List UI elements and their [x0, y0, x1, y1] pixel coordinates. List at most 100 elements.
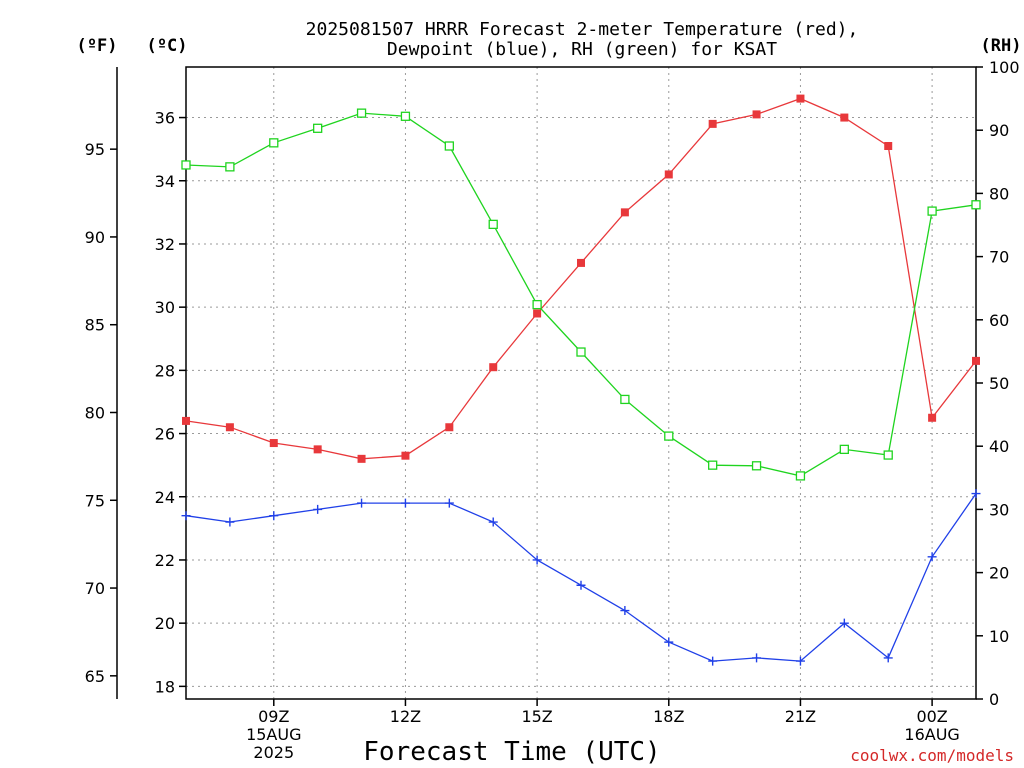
temperature-point [972, 356, 980, 365]
temperature-point [928, 413, 937, 422]
rh-tick-label: 90 [989, 121, 1009, 140]
x-axis-label: Forecast Time (UTC) [363, 737, 660, 767]
temperature-point [664, 170, 673, 179]
time-tick-label: 00Z [916, 707, 947, 726]
rh-point [751, 461, 762, 471]
temperature-point [840, 113, 849, 122]
fahrenheit-tick-label: 85 [85, 316, 105, 335]
rh-point [576, 347, 586, 357]
rh-point [927, 206, 937, 216]
temperature-point [182, 416, 190, 425]
temperature-point [752, 110, 761, 119]
dewpoint-point [576, 580, 586, 590]
celsius-tick-label: 20 [155, 614, 175, 633]
rh-point [225, 162, 235, 172]
dewpoint-point [664, 637, 674, 647]
temperature-point [884, 142, 893, 150]
rh-point [400, 111, 411, 121]
temperature-point [577, 258, 585, 267]
celsius-tick-label: 18 [155, 677, 175, 696]
celsius-tick-label: 26 [155, 425, 175, 444]
temperature-point [489, 363, 498, 372]
rh-point [883, 450, 893, 460]
temperature-point [269, 439, 278, 448]
temperature-point [313, 445, 322, 454]
temperature-point [533, 309, 542, 318]
data-series [181, 94, 981, 666]
dewpoint-point [883, 653, 893, 663]
rh-series-line [185, 112, 977, 477]
temperature-point [225, 423, 234, 432]
time-tick-label: 16AUG [904, 725, 959, 744]
dewpoint-point [313, 504, 323, 514]
rh-unit-label: (RH) [981, 36, 1022, 56]
dewpoint-point [488, 517, 498, 527]
time-tick-label: 2025 [253, 743, 294, 762]
rh-point [708, 460, 718, 470]
dewpoint-point [708, 656, 718, 666]
temperature-point [401, 451, 410, 460]
fahrenheit-tick-label: 90 [85, 228, 105, 247]
dewpoint-point [444, 498, 454, 508]
temperature-point [620, 208, 629, 217]
chart-title-line2: Dewpoint (blue), RH (green) for KSAT [387, 39, 777, 60]
rh-tick-label: 100 [989, 58, 1020, 77]
dewpoint-point [532, 555, 542, 565]
rh-tick-label: 30 [989, 500, 1009, 519]
fahrenheit-tick-label: 75 [85, 491, 105, 510]
time-tick-label: 15AUG [246, 725, 301, 744]
rh-tick-label: 60 [989, 311, 1009, 330]
rh-point [356, 108, 367, 118]
fahrenheit-tick-label: 70 [85, 579, 105, 598]
time-tick-label: 18Z [653, 707, 684, 726]
temperature-point [708, 119, 717, 128]
dewpoint-point [620, 606, 630, 616]
rh-point [313, 123, 323, 133]
rh-point [795, 471, 806, 481]
rh-tick-label: 0 [989, 690, 999, 709]
celsius-unit-label: (ºC) [147, 36, 188, 56]
celsius-tick-label: 24 [155, 488, 175, 507]
fahrenheit-unit-label: (ºF) [77, 36, 118, 56]
rh-point [532, 299, 542, 310]
rh-tick-label: 50 [989, 374, 1009, 393]
dewpoint-point [927, 552, 937, 562]
chart-title-line1: 2025081507 HRRR Forecast 2-meter Tempera… [306, 19, 859, 40]
rh-tick-label: 40 [989, 437, 1009, 456]
dewpoint-point [225, 517, 235, 527]
rh-tick-label: 10 [989, 627, 1009, 646]
credit-text: coolwx.com/models [850, 746, 1014, 765]
rh-point [181, 160, 191, 170]
dewpoint-point [357, 498, 367, 508]
time-tick-label: 21Z [785, 707, 816, 726]
celsius-tick-label: 22 [155, 551, 175, 570]
rh-point [269, 138, 279, 148]
grid-lines [186, 67, 976, 699]
rh-tick-label: 70 [989, 248, 1009, 267]
rh-tick-label: 80 [989, 184, 1009, 203]
rh-point [839, 444, 849, 455]
time-tick-label: 09Z [258, 707, 289, 726]
rh-point [488, 219, 498, 230]
temperature-point [796, 94, 805, 103]
celsius-tick-label: 28 [155, 361, 175, 380]
dewpoint-point [269, 511, 279, 521]
dewpoint-point [752, 653, 762, 663]
dewpoint-point [971, 489, 981, 499]
temperature-point [357, 454, 366, 463]
temperature-point [445, 423, 454, 432]
rh-tick-label: 20 [989, 564, 1009, 583]
fahrenheit-tick-label: 80 [85, 403, 105, 422]
celsius-tick-label: 30 [155, 298, 175, 317]
rh-point [664, 431, 674, 441]
time-tick-label: 12Z [390, 707, 421, 726]
rh-point [620, 394, 630, 405]
rh-point [971, 200, 981, 210]
celsius-tick-label: 36 [155, 109, 175, 128]
dewpoint-point [839, 618, 849, 628]
dewpoint-point [795, 656, 805, 666]
fahrenheit-tick-label: 65 [85, 667, 105, 686]
rh-point [444, 141, 454, 151]
